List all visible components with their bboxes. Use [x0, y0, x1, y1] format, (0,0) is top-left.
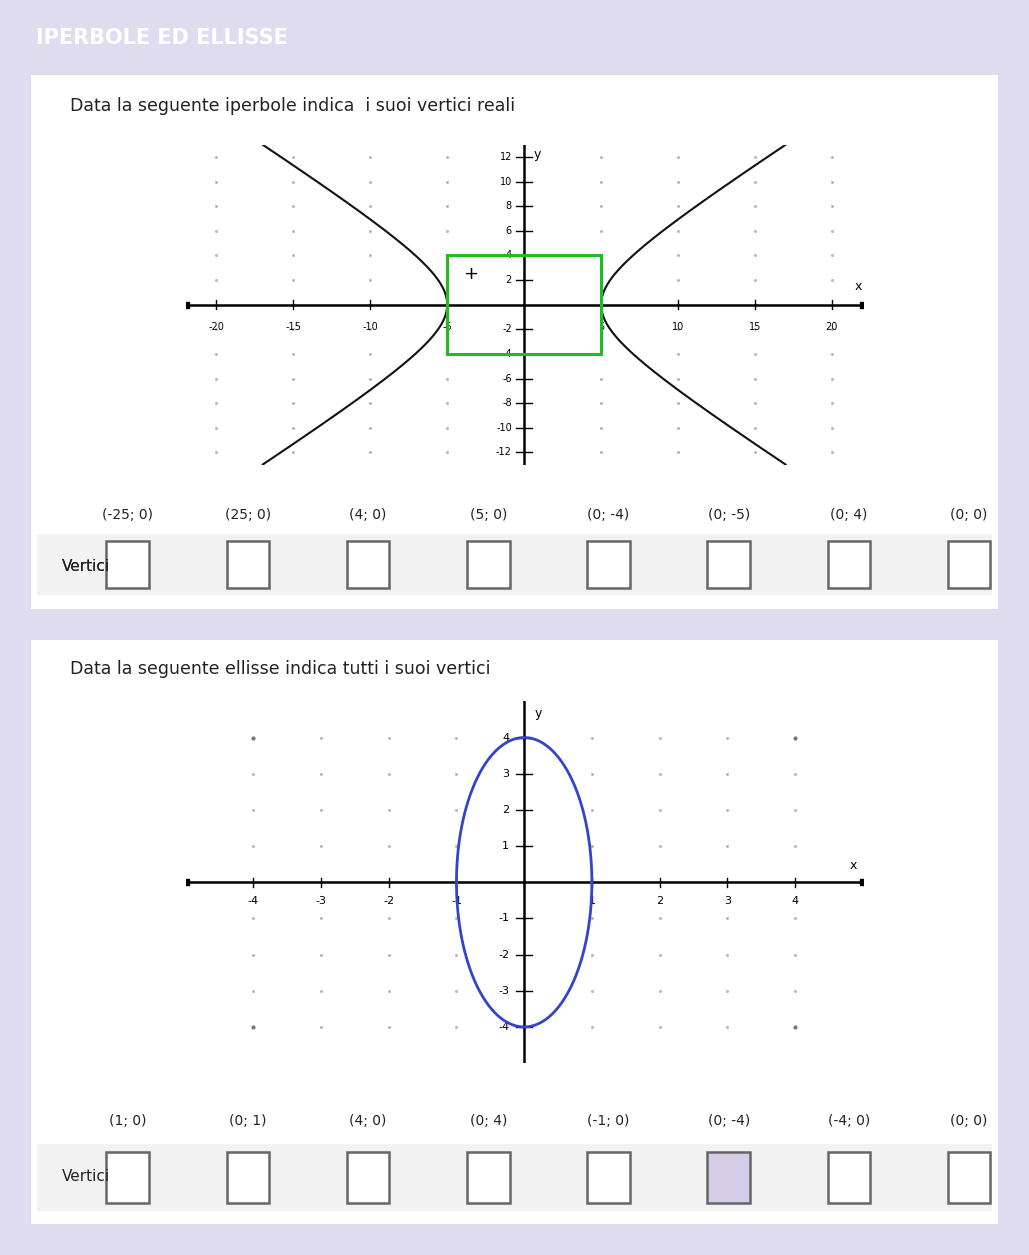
Text: 2: 2	[657, 896, 663, 906]
Text: (0; -4): (0; -4)	[708, 1114, 750, 1128]
Text: -15: -15	[285, 321, 301, 331]
Text: x: x	[849, 860, 856, 872]
Bar	[106, 541, 149, 589]
Bar	[467, 1152, 509, 1204]
Text: 3: 3	[502, 769, 509, 778]
Text: -4: -4	[502, 349, 511, 359]
Text: Vertici: Vertici	[62, 558, 110, 574]
Bar	[226, 541, 270, 589]
Bar	[37, 1143, 992, 1211]
Text: -2: -2	[502, 324, 511, 334]
Text: (0; 0): (0; 0)	[951, 508, 988, 522]
Text: (-4; 0): (-4; 0)	[827, 1114, 871, 1128]
Text: y: y	[534, 707, 541, 720]
Text: -1: -1	[498, 914, 509, 924]
Text: -2: -2	[383, 896, 394, 906]
Bar	[827, 541, 871, 589]
Text: -1: -1	[451, 896, 462, 906]
Text: -8: -8	[502, 398, 511, 408]
Text: 6: 6	[505, 226, 511, 236]
Text: -4: -4	[248, 896, 259, 906]
Text: (4; 0): (4; 0)	[349, 1114, 387, 1128]
Text: Data la seguente iperbole indica  i suoi vertici reali: Data la seguente iperbole indica i suoi …	[70, 97, 514, 114]
Text: IPERBOLE ED ELLISSE: IPERBOLE ED ELLISSE	[36, 28, 288, 48]
Text: Vertici: Vertici	[62, 1170, 110, 1185]
Bar	[588, 1152, 630, 1204]
Bar	[448, 256, 601, 354]
Text: -6: -6	[502, 374, 511, 384]
Text: (0; 0): (0; 0)	[951, 1114, 988, 1128]
Text: 1: 1	[589, 896, 596, 906]
Text: y: y	[533, 148, 541, 162]
Text: -4: -4	[498, 1022, 509, 1032]
Bar	[948, 1152, 990, 1204]
Bar	[347, 1152, 389, 1204]
FancyBboxPatch shape	[22, 70, 1007, 614]
Text: (0; -4): (0; -4)	[588, 508, 630, 522]
Bar	[467, 541, 509, 589]
Text: 2: 2	[502, 804, 509, 814]
Text: -3: -3	[498, 985, 509, 995]
Bar	[707, 541, 750, 589]
Bar	[707, 1152, 750, 1204]
FancyBboxPatch shape	[22, 634, 1007, 1230]
Text: Vertici: Vertici	[62, 558, 110, 574]
Text: -12: -12	[496, 447, 511, 457]
Text: 12: 12	[499, 152, 511, 162]
Text: 2: 2	[505, 275, 511, 285]
Text: -10: -10	[496, 423, 511, 433]
Text: 5: 5	[598, 321, 604, 331]
Text: 1: 1	[502, 841, 509, 851]
Text: (4; 0): (4; 0)	[349, 508, 387, 522]
Bar	[588, 541, 630, 589]
Text: 10: 10	[500, 177, 511, 187]
Text: (25; 0): (25; 0)	[224, 508, 271, 522]
Text: +: +	[463, 265, 477, 282]
Bar	[106, 1152, 149, 1204]
Text: -5: -5	[442, 321, 452, 331]
Text: 3: 3	[723, 896, 731, 906]
Bar	[948, 541, 990, 589]
Text: (0; 4): (0; 4)	[830, 508, 867, 522]
Text: 4: 4	[505, 251, 511, 261]
Text: -20: -20	[209, 321, 224, 331]
Text: 15: 15	[749, 321, 761, 331]
Text: (0; 4): (0; 4)	[469, 1114, 507, 1128]
Text: 20: 20	[825, 321, 839, 331]
Text: 8: 8	[505, 201, 511, 211]
Text: (-25; 0): (-25; 0)	[102, 508, 153, 522]
Bar	[226, 1152, 270, 1204]
Bar	[347, 541, 389, 589]
Text: (0; 1): (0; 1)	[229, 1114, 267, 1128]
Text: 4: 4	[502, 733, 509, 743]
Text: 10: 10	[672, 321, 684, 331]
Text: (5; 0): (5; 0)	[469, 508, 507, 522]
Text: Data la seguente ellisse indica tutti i suoi vertici: Data la seguente ellisse indica tutti i …	[70, 660, 490, 679]
Text: (-1; 0): (-1; 0)	[588, 1114, 630, 1128]
Bar	[37, 533, 992, 595]
Text: -3: -3	[316, 896, 326, 906]
Text: x: x	[855, 280, 862, 292]
Text: -2: -2	[498, 950, 509, 960]
Text: 4: 4	[791, 896, 799, 906]
Text: -10: -10	[362, 321, 379, 331]
Text: (0; -5): (0; -5)	[708, 508, 750, 522]
Bar	[827, 1152, 871, 1204]
Text: (1; 0): (1; 0)	[109, 1114, 146, 1128]
